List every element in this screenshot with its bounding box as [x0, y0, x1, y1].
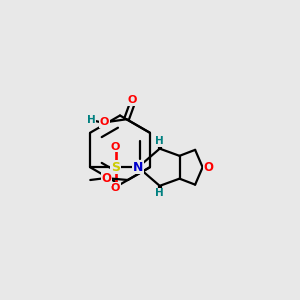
Text: O: O [111, 183, 120, 193]
Text: H: H [155, 188, 164, 198]
Text: O: O [100, 117, 109, 127]
Text: O: O [204, 161, 214, 174]
Text: H: H [155, 136, 164, 146]
Text: N: N [133, 161, 143, 174]
Text: O: O [102, 172, 112, 185]
Text: H: H [87, 115, 95, 125]
Text: S: S [111, 161, 120, 174]
Text: O: O [128, 95, 137, 105]
Text: O: O [111, 142, 120, 152]
